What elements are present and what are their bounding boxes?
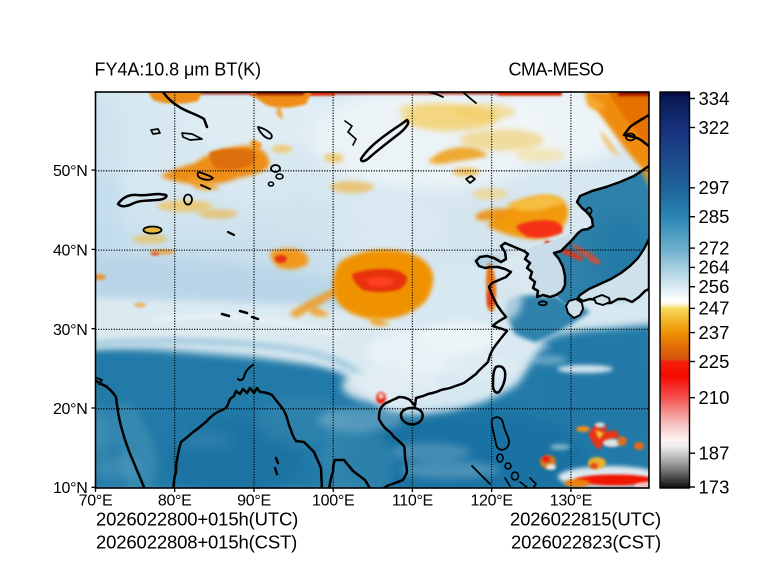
svg-text:187: 187 (699, 443, 730, 464)
svg-text:210: 210 (699, 387, 730, 408)
svg-text:10°N: 10°N (53, 480, 88, 497)
svg-text:110°E: 110°E (392, 493, 433, 510)
svg-text:CMA-MESO: CMA-MESO (509, 60, 604, 80)
svg-text:2026022823(CST): 2026022823(CST) (511, 532, 661, 553)
svg-text:334: 334 (699, 88, 730, 109)
svg-text:20°N: 20°N (53, 401, 88, 418)
svg-text:173: 173 (699, 476, 730, 497)
svg-text:120°E: 120°E (470, 493, 512, 510)
svg-text:90°E: 90°E (237, 493, 271, 510)
svg-text:247: 247 (699, 298, 730, 319)
svg-text:297: 297 (699, 177, 730, 198)
svg-text:40°N: 40°N (53, 243, 88, 260)
svg-text:50°N: 50°N (53, 163, 88, 180)
svg-text:130°E: 130°E (550, 493, 592, 510)
svg-text:80°E: 80°E (158, 493, 192, 510)
svg-text:FY4A:10.8 μm BT(K): FY4A:10.8 μm BT(K) (95, 60, 262, 80)
svg-text:322: 322 (699, 117, 730, 138)
svg-text:285: 285 (699, 206, 730, 227)
svg-text:264: 264 (699, 257, 730, 278)
svg-text:2026022815(UTC): 2026022815(UTC) (510, 509, 661, 530)
svg-text:100°E: 100°E (312, 493, 354, 510)
svg-text:2026022808+015h(CST): 2026022808+015h(CST) (96, 532, 297, 553)
svg-text:225: 225 (699, 351, 730, 372)
svg-text:256: 256 (699, 276, 730, 297)
svg-text:30°N: 30°N (53, 322, 88, 339)
svg-text:70°E: 70°E (79, 493, 113, 510)
svg-text:237: 237 (699, 322, 730, 343)
svg-text:272: 272 (699, 237, 730, 258)
svg-text:2026022800+015h(UTC): 2026022800+015h(UTC) (96, 509, 298, 530)
